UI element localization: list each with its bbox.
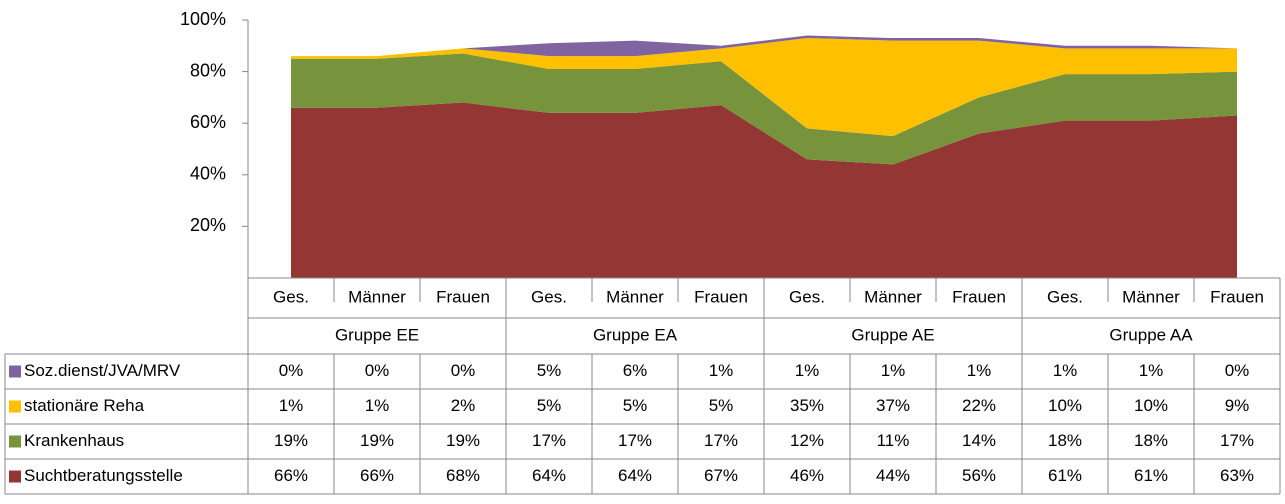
- value-label: 68%: [446, 466, 480, 485]
- value-label: 9%: [1225, 396, 1250, 415]
- group-label: Gruppe AA: [1109, 325, 1193, 344]
- value-label: 0%: [279, 361, 304, 380]
- legend-label: Suchtberatungsstelle: [24, 466, 183, 485]
- value-label: 18%: [1134, 431, 1168, 450]
- group-label: Gruppe EA: [593, 325, 678, 344]
- category-label: Ges.: [789, 287, 825, 306]
- category-label: Männer: [1122, 287, 1180, 306]
- y-tick-label: 40%: [190, 164, 226, 184]
- legend-swatch: [9, 470, 21, 483]
- value-label: 6%: [623, 361, 648, 380]
- category-label: Ges.: [1047, 287, 1083, 306]
- value-label: 61%: [1134, 466, 1168, 485]
- value-label: 2%: [451, 396, 476, 415]
- category-label: Männer: [864, 287, 922, 306]
- legend-label: Krankenhaus: [24, 431, 124, 450]
- value-label: 17%: [1220, 431, 1254, 450]
- value-label: 17%: [532, 431, 566, 450]
- category-label: Ges.: [531, 287, 567, 306]
- area: [291, 53, 1237, 165]
- y-tick-label: 100%: [180, 9, 226, 29]
- value-label: 22%: [962, 396, 996, 415]
- legend-label: stationäre Reha: [24, 396, 145, 415]
- value-label: 0%: [1225, 361, 1250, 380]
- category-label: Männer: [606, 287, 664, 306]
- value-label: 56%: [962, 466, 996, 485]
- value-label: 5%: [537, 361, 562, 380]
- value-label: 63%: [1220, 466, 1254, 485]
- category-label: Frauen: [952, 287, 1006, 306]
- group-label: Gruppe AE: [851, 325, 934, 344]
- area: [291, 35, 1237, 57]
- category-label: Frauen: [436, 287, 490, 306]
- value-label: 11%: [877, 431, 910, 450]
- category-label: Ges.: [273, 287, 309, 306]
- value-label: 1%: [881, 361, 906, 380]
- value-label: 67%: [704, 466, 738, 485]
- group-label: Gruppe EE: [335, 325, 419, 344]
- value-label: 1%: [1053, 361, 1078, 380]
- area: [291, 38, 1237, 137]
- value-label: 5%: [623, 396, 648, 415]
- value-label: 61%: [1048, 466, 1082, 485]
- value-label: 1%: [709, 361, 734, 380]
- legend-swatch: [9, 435, 21, 448]
- value-label: 64%: [618, 466, 652, 485]
- category-label: Männer: [348, 287, 406, 306]
- value-label: 0%: [365, 361, 390, 380]
- value-label: 19%: [274, 431, 308, 450]
- value-label: 1%: [279, 396, 304, 415]
- value-label: 17%: [704, 431, 738, 450]
- value-label: 18%: [1048, 431, 1082, 450]
- value-label: 1%: [365, 396, 390, 415]
- value-label: 37%: [876, 396, 910, 415]
- category-label: Frauen: [1210, 287, 1264, 306]
- legend-label: Soz.dienst/JVA/MRV: [24, 361, 181, 380]
- value-label: 5%: [709, 396, 734, 415]
- value-label: 10%: [1048, 396, 1082, 415]
- value-label: 64%: [532, 466, 566, 485]
- legend-swatch: [9, 400, 21, 413]
- value-label: 5%: [537, 396, 562, 415]
- value-label: 44%: [876, 466, 910, 485]
- value-label: 66%: [274, 466, 308, 485]
- value-label: 1%: [795, 361, 820, 380]
- legend-swatch: [9, 365, 21, 378]
- y-tick-label: 20%: [190, 215, 226, 235]
- y-tick-label: 80%: [190, 60, 226, 80]
- value-label: 66%: [360, 466, 394, 485]
- category-label: Frauen: [694, 287, 748, 306]
- value-label: 14%: [962, 431, 996, 450]
- value-label: 10%: [1134, 396, 1168, 415]
- y-tick-label: 60%: [190, 112, 226, 132]
- value-label: 1%: [967, 361, 992, 380]
- value-label: 1%: [1139, 361, 1164, 380]
- value-label: 19%: [446, 431, 480, 450]
- area: [291, 102, 1237, 278]
- value-label: 46%: [790, 466, 824, 485]
- value-label: 19%: [360, 431, 394, 450]
- value-label: 12%: [790, 431, 824, 450]
- value-label: 17%: [618, 431, 652, 450]
- value-label: 0%: [451, 361, 476, 380]
- value-label: 35%: [790, 396, 824, 415]
